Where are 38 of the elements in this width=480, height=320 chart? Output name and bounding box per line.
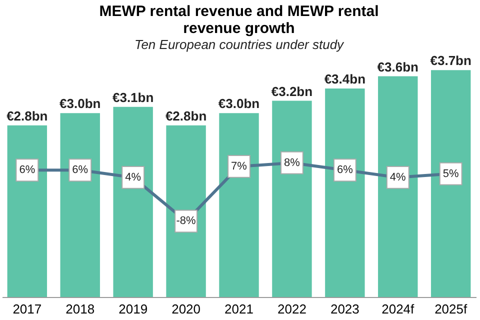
data-label: €3.1bn xyxy=(112,90,154,105)
data-label: €2.8bn xyxy=(165,108,207,124)
bar xyxy=(60,113,100,297)
x-tick-label: 2019 xyxy=(118,302,148,316)
data-label: 6% xyxy=(19,164,36,176)
x-tick-label: 2018 xyxy=(66,302,95,316)
data-label: 4% xyxy=(390,171,406,184)
data-label: €3.0bn xyxy=(60,96,101,112)
data-label: 4% xyxy=(125,171,142,184)
chart-title: MEWP rental revenue and MEWP rental revenue growth xyxy=(99,3,379,37)
bar xyxy=(430,70,471,297)
data-label: €3.6bn xyxy=(377,59,419,74)
data-label: €2.8bn xyxy=(6,108,48,124)
bar xyxy=(219,113,259,297)
data-label: -8% xyxy=(176,215,196,228)
x-tick-label: 2022 xyxy=(278,302,306,316)
data-label: €3.4bn xyxy=(324,72,366,87)
bar xyxy=(113,106,153,297)
x-tick-label: 2021 xyxy=(224,302,254,316)
x-tick-label: 2024f xyxy=(382,302,415,316)
bar xyxy=(325,88,365,297)
bar xyxy=(378,76,418,297)
data-label: €3.0bn xyxy=(218,96,260,112)
data-label: 8% xyxy=(284,156,300,169)
x-tick-label: 2023 xyxy=(330,302,360,316)
data-label: 6% xyxy=(72,164,88,176)
x-tick-label: 2025f xyxy=(434,302,468,316)
bar xyxy=(272,100,312,297)
data-label: €3.2bn xyxy=(271,84,313,99)
bar xyxy=(166,125,206,297)
x-tick-label: 2020 xyxy=(172,302,200,316)
bar xyxy=(7,125,48,297)
x-tick-label: 2017 xyxy=(12,302,42,316)
chart-subtitle: Ten European countries under study xyxy=(134,37,346,52)
data-label: 6% xyxy=(336,164,354,176)
data-label: 5% xyxy=(442,168,460,180)
data-label: €3.7bn xyxy=(430,53,472,68)
data-label: 7% xyxy=(231,160,248,172)
